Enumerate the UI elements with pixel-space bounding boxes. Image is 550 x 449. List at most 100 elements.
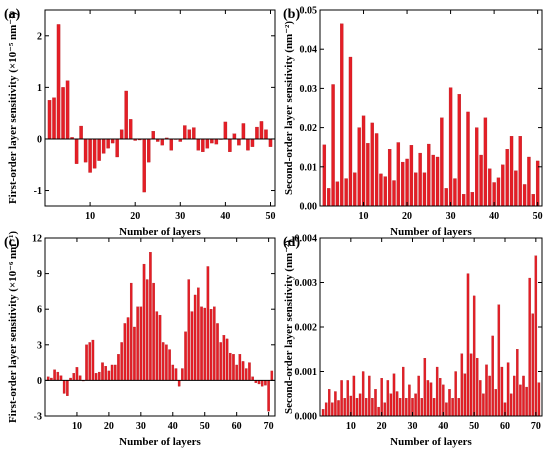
bar [422, 172, 427, 207]
bar [500, 366, 504, 417]
bar [466, 273, 470, 417]
bar [152, 282, 155, 381]
bar [219, 342, 222, 381]
bar [534, 255, 538, 417]
bar [174, 368, 178, 381]
bar [361, 371, 365, 417]
x-tick-label: 60 [500, 421, 510, 432]
bar [155, 311, 159, 381]
bar [119, 129, 124, 140]
bar [177, 380, 181, 387]
bar [201, 138, 205, 152]
bar [145, 279, 149, 381]
x-tick-label: 50 [265, 211, 275, 222]
bar [106, 138, 110, 149]
bar [505, 149, 509, 207]
bar [72, 373, 76, 381]
bar [104, 366, 107, 381]
bar [392, 373, 396, 417]
bar [496, 177, 501, 207]
bar [374, 389, 377, 417]
bar [331, 84, 335, 207]
bar [357, 127, 361, 207]
y-tick-label: 3 [37, 340, 42, 351]
bar [142, 138, 146, 193]
bar [448, 87, 453, 207]
bar [409, 145, 414, 207]
bar [78, 375, 82, 381]
bar [52, 97, 56, 140]
bar [146, 138, 151, 163]
bar [482, 393, 485, 417]
x-tick-label: 10 [346, 421, 356, 432]
bar [235, 364, 238, 381]
x-tick-label: 70 [531, 421, 541, 432]
bar [110, 364, 114, 381]
bar [537, 382, 541, 417]
y-tick-label: 0.00 [300, 202, 318, 213]
y-tick-label: 0.05 [300, 6, 318, 17]
y-tick-label: 0 [37, 376, 42, 387]
x-tick-label: 20 [377, 421, 387, 432]
bar [222, 335, 226, 381]
bar [88, 342, 91, 381]
bar [475, 127, 479, 207]
bar [469, 353, 473, 417]
bar [337, 400, 340, 417]
bar [454, 371, 457, 417]
bar [535, 160, 540, 207]
y-tick-label: -3 [34, 412, 42, 423]
y-tick-label: 0.004 [295, 234, 318, 245]
bar [348, 56, 353, 207]
bar [463, 373, 467, 417]
bar [440, 117, 444, 207]
bar [129, 282, 133, 381]
bar [442, 384, 445, 417]
bar [324, 402, 328, 417]
y-tick-label: 0.002 [295, 323, 318, 334]
bar [429, 382, 433, 417]
bar [98, 371, 101, 381]
bar [187, 129, 192, 140]
bar [149, 252, 152, 381]
plot-frame [44, 237, 276, 417]
bar [139, 306, 143, 381]
x-tick-label: 40 [220, 211, 230, 222]
bar [387, 149, 392, 207]
bar [114, 364, 117, 381]
bar [408, 384, 411, 417]
bar [466, 111, 470, 207]
bar [432, 398, 436, 417]
bar [448, 389, 451, 417]
bar-series [322, 23, 540, 207]
bar [485, 364, 488, 417]
bar [92, 138, 97, 169]
bar [171, 364, 175, 381]
bar [431, 154, 435, 207]
bar [531, 194, 535, 207]
bar [110, 138, 115, 144]
bar [61, 87, 65, 140]
bar [344, 178, 348, 207]
bar [151, 131, 155, 140]
bar [91, 339, 95, 381]
x-tick-label: 30 [175, 211, 185, 222]
bar [237, 138, 241, 146]
bar [506, 362, 510, 417]
bar [241, 123, 246, 140]
bar [488, 375, 491, 417]
bar [427, 143, 431, 207]
bar [187, 279, 191, 381]
bar [46, 376, 50, 381]
y-tick-label: 2 [37, 31, 42, 42]
bar-series [46, 252, 274, 412]
bar [366, 143, 370, 207]
bar [59, 375, 63, 381]
bar [232, 354, 235, 381]
bar [268, 138, 273, 147]
y-tick-label: 6 [37, 305, 42, 316]
y-tick-label: 1 [37, 83, 42, 94]
bar [420, 398, 423, 417]
y-tick-label: 0 [37, 134, 42, 145]
bar [244, 368, 248, 381]
